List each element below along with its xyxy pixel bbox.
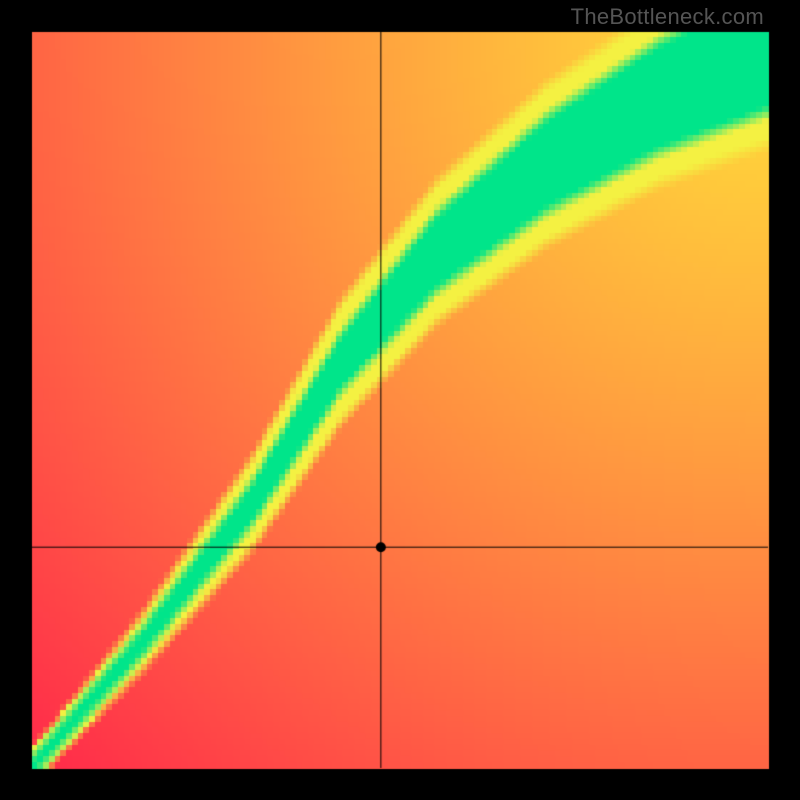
watermark-text: TheBottleneck.com	[571, 4, 764, 30]
heatmap-canvas	[0, 0, 800, 800]
chart-container: TheBottleneck.com	[0, 0, 800, 800]
